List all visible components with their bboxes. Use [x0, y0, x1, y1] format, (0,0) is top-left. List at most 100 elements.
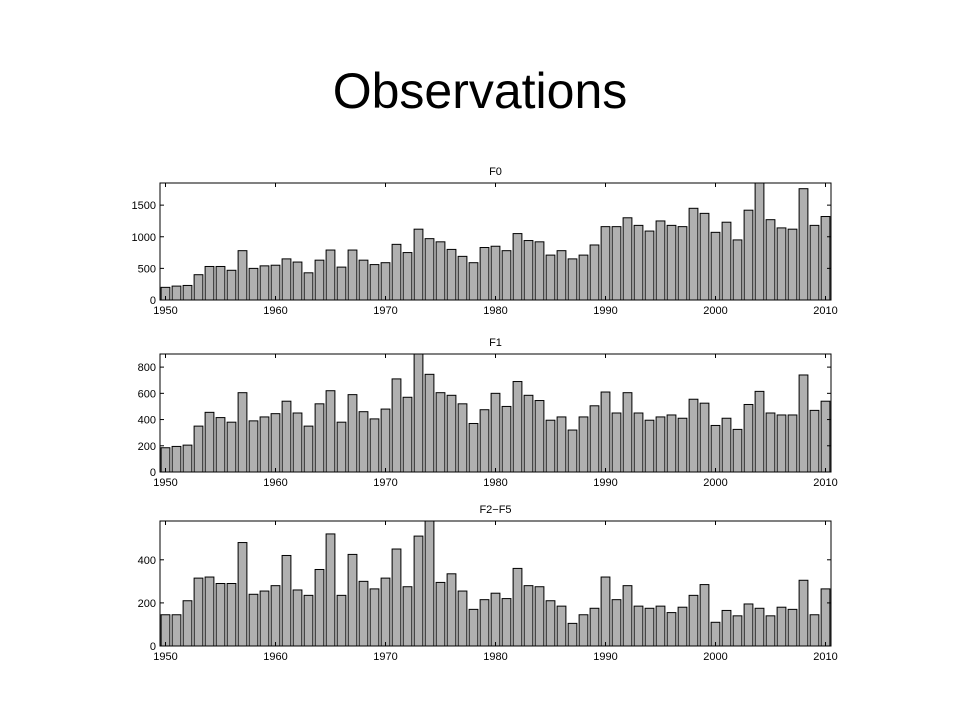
bar-2006	[776, 227, 787, 301]
bar-1977	[457, 403, 468, 473]
bar-1992	[622, 585, 633, 647]
x-tick-label: 1980	[483, 305, 507, 317]
bar-1965	[325, 533, 336, 647]
bar-1952	[182, 444, 193, 473]
bar-2002	[732, 615, 743, 647]
bar-2000	[710, 424, 721, 473]
x-tick-label: 2000	[703, 477, 727, 489]
bar-1977	[457, 255, 468, 301]
y-tick-label: 0	[150, 467, 156, 479]
bar-1989	[589, 244, 600, 301]
x-tick-label: 1950	[153, 305, 177, 317]
bar-1974	[424, 373, 435, 473]
bar-1981	[501, 598, 512, 647]
bar-1986	[556, 416, 567, 473]
bar-1955	[215, 583, 226, 647]
bar-1961	[281, 554, 292, 647]
bar-1973	[413, 353, 424, 473]
bar-1997	[677, 226, 688, 301]
x-tick-label: 1990	[593, 305, 617, 317]
bar-1957	[237, 392, 248, 473]
bar-1985	[545, 600, 556, 647]
chart-panel-0: F0 1950 1960 1970 1980 1990 2000 2010 0 500 1000 15…	[132, 166, 838, 317]
bar-1984	[534, 400, 545, 473]
bar-1981	[501, 405, 512, 473]
bar-2010	[820, 216, 831, 301]
x-tick-label: 2000	[703, 651, 727, 663]
bar-2004	[754, 182, 765, 301]
x-tick-label: 2000	[703, 305, 727, 317]
bar-1979	[479, 599, 490, 647]
bar-2006	[776, 606, 787, 647]
bar-1971	[391, 243, 402, 301]
bar-1988	[578, 416, 589, 473]
bar-2005	[765, 615, 776, 647]
bar-1986	[556, 250, 567, 301]
x-tick-label: 2010	[813, 477, 837, 489]
bar-1969	[369, 418, 380, 473]
y-tick-label: 0	[150, 641, 156, 653]
bar-1994	[644, 419, 655, 473]
bar-1976	[446, 248, 457, 301]
bar-1984	[534, 586, 545, 647]
bar-1983	[523, 240, 534, 301]
bar-1984	[534, 241, 545, 301]
y-tick-label: 1000	[132, 232, 156, 244]
bar-1974	[424, 520, 435, 647]
bar-1950	[160, 614, 171, 647]
y-tick-label: 400	[138, 415, 156, 427]
bar-2005	[765, 412, 776, 473]
y-tick-label: 800	[138, 362, 156, 374]
chart-panel-1: F1 1950 1960 1970 1980 1990 2000 2010 0 200 400 600…	[138, 337, 838, 489]
bar-1961	[281, 400, 292, 473]
bar-1994	[644, 230, 655, 301]
bar-2001	[721, 221, 732, 301]
bar-1953	[193, 425, 204, 473]
bar-1965	[325, 249, 336, 301]
bar-1988	[578, 614, 589, 647]
bar-1954	[204, 576, 215, 647]
x-tick-label: 1980	[483, 477, 507, 489]
bar-1996	[666, 414, 677, 473]
bar-1976	[446, 394, 457, 473]
bar-1979	[479, 409, 490, 473]
bar-1987	[567, 622, 578, 647]
bar-1987	[567, 429, 578, 473]
bar-1978	[468, 262, 479, 301]
bar-2003	[743, 403, 754, 473]
bar-1960	[270, 413, 281, 473]
bar-1956	[226, 421, 237, 473]
bar-1957	[237, 250, 248, 301]
bar-1973	[413, 535, 424, 647]
bar-1958	[248, 593, 259, 647]
bar-2008	[798, 579, 809, 647]
bar-1985	[545, 419, 556, 473]
bar-1954	[204, 411, 215, 473]
bar-1997	[677, 606, 688, 647]
bar-1955	[215, 265, 226, 301]
bar-1989	[589, 405, 600, 473]
bar-1967	[347, 553, 358, 647]
bar-1962	[292, 589, 303, 647]
bar-1956	[226, 583, 237, 647]
bar-2001	[721, 417, 732, 473]
x-tick-label: 1980	[483, 651, 507, 663]
x-tick-label: 1960	[263, 305, 287, 317]
bar-2007	[787, 228, 798, 301]
slide-title: Observations	[332, 63, 628, 119]
bar-1992	[622, 217, 633, 301]
bar-1980	[490, 245, 501, 301]
bar-1989	[589, 607, 600, 647]
bar-1958	[248, 420, 259, 473]
bar-1977	[457, 590, 468, 647]
bar-1991	[611, 226, 622, 301]
bar-1983	[523, 585, 534, 647]
bar-1991	[611, 412, 622, 473]
chart-title: F0	[489, 166, 502, 178]
bar-1999	[699, 402, 710, 473]
bar-1961	[281, 258, 292, 301]
bar-1997	[677, 417, 688, 473]
bar-1963	[303, 425, 314, 473]
y-tick-label: 500	[138, 263, 156, 275]
